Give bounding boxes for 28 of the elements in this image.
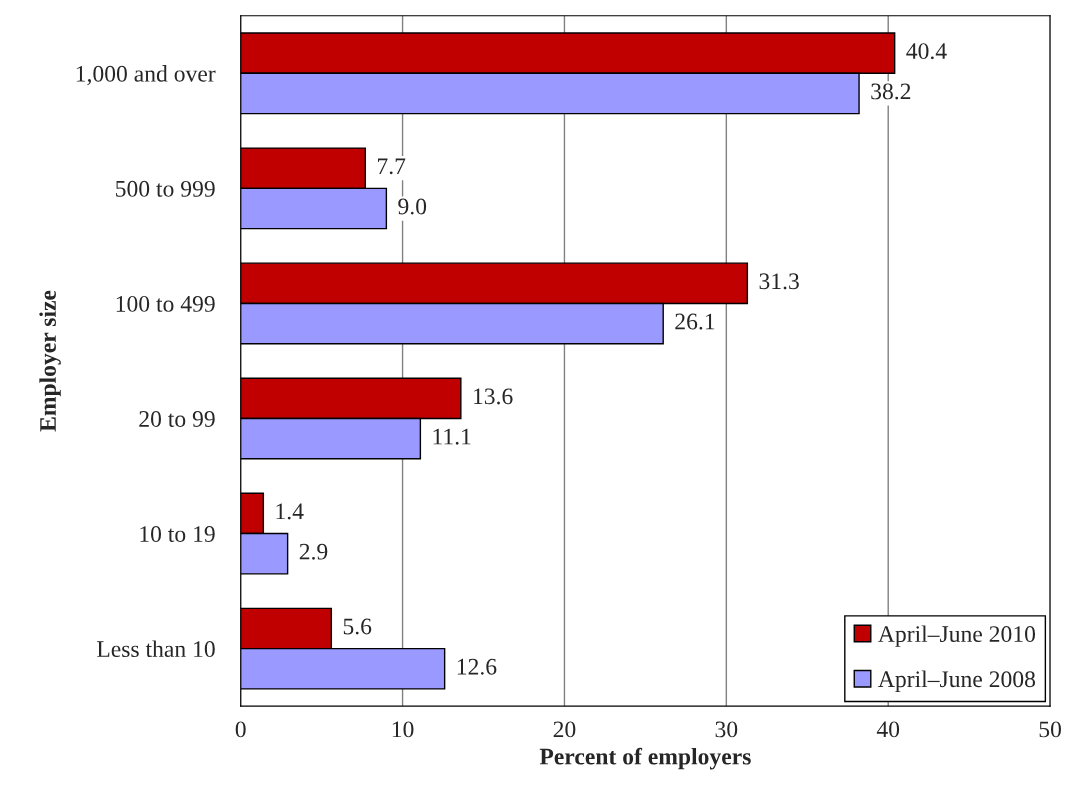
text: 31.3 (759, 273, 799, 290)
text: 11.1 (433, 428, 471, 445)
y-tick-label: 500 to 999 (116, 180, 215, 197)
legend-label: April–June 2008 (878, 670, 1036, 692)
text: 12.6 (457, 658, 497, 675)
legend-label: April–June 2010 (878, 625, 1036, 647)
text: 40.4 (906, 43, 947, 60)
x-tick-label: 10 (392, 721, 414, 738)
x-axis-title: Percent of employers (539, 747, 751, 770)
y-tick-label: 20 to 99 (139, 410, 215, 427)
text: 13.6 (474, 388, 513, 405)
x-tick-label: 50 (1039, 721, 1061, 738)
y-tick-label: 10 to 19 (140, 526, 215, 542)
x-tick-label: 0 (235, 721, 246, 738)
x-tick-label: 40 (876, 721, 900, 738)
text: 38.2 (871, 83, 911, 100)
text: 9.0 (398, 198, 427, 215)
text: 2.9 (299, 543, 328, 560)
text: 5.6 (343, 618, 372, 635)
y-tick-label: Less than 10 (97, 640, 215, 658)
y-tick-label: 1,000 and over (76, 65, 216, 86)
y-axis-title: Employer size (39, 290, 61, 432)
y-tick-label: 100 to 499 (116, 295, 215, 312)
text: 7.7 (378, 158, 406, 175)
text: 26.1 (675, 313, 715, 330)
x-tick-label: 30 (715, 721, 738, 738)
text: 1.4 (276, 503, 304, 520)
x-tick-label: 20 (553, 721, 576, 738)
